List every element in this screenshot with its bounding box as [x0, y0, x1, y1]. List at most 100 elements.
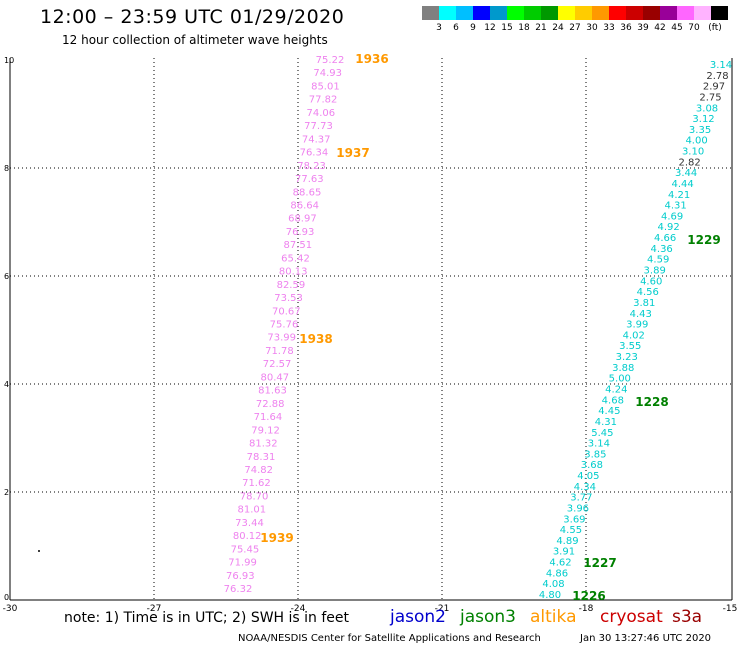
wave-height-label: 5.45: [591, 428, 613, 439]
time-label: 1227: [583, 556, 616, 570]
wave-height-label: 4.00: [685, 136, 707, 147]
color-label: 70: [688, 23, 700, 33]
wave-height-label: 4.60: [640, 276, 662, 287]
color-label: 42: [654, 23, 666, 33]
wave-height-label: 3.44: [675, 168, 697, 179]
x-tick-label: -30: [3, 604, 18, 614]
wave-height-label: 80.12: [233, 531, 262, 542]
wave-height-label: 4.69: [661, 211, 683, 222]
wave-height-label: 80.47: [260, 372, 289, 383]
wave-height-label: 3.77: [570, 493, 592, 504]
wave-height-label: 3.96: [567, 503, 589, 514]
wave-height-label: 3.89: [644, 266, 666, 277]
color-label: 30: [586, 23, 598, 33]
wave-height-label: 4.05: [577, 471, 599, 482]
wave-height-label: 4.66: [654, 233, 676, 244]
wave-height-label: 71.78: [265, 346, 294, 357]
color-label: (ft): [708, 23, 722, 33]
wave-height-label: 3.91: [553, 547, 575, 558]
wave-height-label: 3.10: [682, 147, 704, 158]
time-label: 1938: [299, 332, 332, 346]
wave-height-label: 78.23: [297, 161, 326, 172]
satellite-jason2: jason2: [390, 607, 446, 627]
color-swatch: [694, 6, 711, 20]
wave-height-label: 73.44: [235, 518, 264, 529]
wave-height-label: 4.86: [546, 568, 568, 579]
page-subtitle: 12 hour collection of altimeter wave hei…: [62, 33, 328, 47]
color-swatch: [660, 6, 677, 20]
wave-height-label: 3.35: [689, 125, 711, 136]
wave-height-label: 75.45: [231, 544, 260, 555]
color-swatch: [677, 6, 694, 20]
satellite-cryosat: cryosat: [600, 607, 663, 627]
color-swatch: [575, 6, 592, 20]
wave-height-label: 73.99: [267, 333, 296, 344]
time-labels: 1936 1937 1938 1939 1229 1228 1227 1226: [260, 52, 720, 603]
wave-height-label: 3.68: [581, 460, 603, 471]
color-swatch: [626, 6, 643, 20]
color-swatch: [541, 6, 558, 20]
wave-height-label: 4.89: [556, 536, 578, 547]
wave-height-label: 3.81: [633, 298, 655, 309]
satellite-s3a: s3a: [672, 607, 703, 627]
color-swatch: [711, 6, 728, 20]
wave-height-label: 81.32: [249, 439, 278, 450]
time-label: 1229: [687, 233, 720, 247]
time-label: 1228: [635, 395, 668, 409]
wave-height-label: 86.64: [290, 200, 319, 211]
wave-height-label: 4.31: [664, 201, 686, 212]
time-label: 1937: [336, 146, 369, 160]
color-label: 3: [436, 23, 442, 33]
color-label: 36: [620, 23, 632, 33]
wave-height-label: 4.55: [560, 525, 582, 536]
page-title: 12:00 – 23:59 UTC 01/29/2020: [40, 6, 345, 28]
wave-height-label: 3.14: [588, 439, 610, 450]
wave-height-label: 2.82: [678, 157, 700, 168]
wave-height-label: 4.56: [637, 287, 659, 298]
color-label: 39: [637, 23, 649, 33]
wave-height-label: 73.53: [274, 293, 303, 304]
wave-height-label: 85.01: [311, 81, 340, 92]
credit-text: NOAA/NESDIS Center for Satellite Applica…: [238, 633, 541, 644]
dot-marker: [38, 550, 40, 552]
wave-height-label: 4.80: [539, 590, 561, 601]
axis-ticks: -30 -27 -24 -21 -18 -15 0 2 4 6 8 10: [3, 56, 738, 614]
wave-height-label: 82.59: [277, 280, 306, 291]
satellite-altika: altika: [530, 607, 577, 627]
wave-height-label: 71.64: [254, 412, 283, 423]
wave-height-label: 4.02: [623, 330, 645, 341]
wave-height-label: 75.22: [316, 55, 345, 66]
color-label: 45: [671, 23, 683, 33]
x-tick-label: -15: [723, 604, 738, 614]
wave-height-label: 88.65: [293, 187, 322, 198]
color-swatch: [643, 6, 660, 20]
wave-height-label: 77.63: [295, 174, 324, 185]
wave-height-label: 2.78: [706, 71, 728, 82]
color-swatch: [507, 6, 524, 20]
wave-height-label: 3.69: [563, 514, 585, 525]
wave-height-label: 4.59: [647, 255, 669, 266]
wave-height-label: 3.99: [626, 320, 648, 331]
wave-height-label: 3.23: [616, 352, 638, 363]
color-swatch: [439, 6, 456, 20]
wave-height-label: 4.08: [542, 579, 564, 590]
color-swatch: [558, 6, 575, 20]
wave-height-label: 70.67: [272, 306, 301, 317]
pink-track: 75.22 74.93 85.01 77.82 74.06 77.73 74.37 76.34…: [224, 55, 345, 595]
x-tick-label: -24: [291, 604, 306, 614]
wave-height-label: 4.44: [671, 179, 693, 190]
color-label: 18: [518, 23, 530, 33]
wave-height-label: 76.34: [300, 148, 329, 159]
wave-height-label: 79.12: [251, 425, 280, 436]
y-tick-label: 6: [4, 272, 9, 281]
color-label: 24: [552, 23, 564, 33]
time-label: 1226: [572, 589, 605, 603]
color-label: 15: [501, 23, 513, 33]
footer-note: note: 1) Time is in UTC; 2) SWH is in fe…: [64, 610, 350, 626]
wave-height-label: 75.76: [270, 320, 299, 331]
color-label: 9: [470, 23, 476, 33]
wave-height-label: 4.92: [658, 222, 680, 233]
timestamp-text: Jan 30 13:27:46 UTC 2020: [580, 633, 712, 644]
wave-height-label: 87.51: [283, 240, 312, 251]
